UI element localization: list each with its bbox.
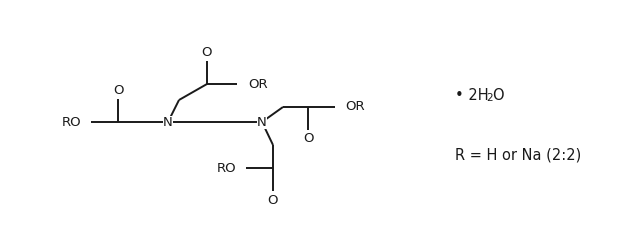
Text: O: O [492, 88, 504, 102]
Text: O: O [202, 47, 212, 60]
Text: R = H or Na (2:2): R = H or Na (2:2) [455, 148, 581, 163]
Text: RO: RO [61, 115, 81, 129]
Text: 2: 2 [486, 93, 493, 103]
Text: O: O [268, 193, 278, 206]
Text: OR: OR [345, 101, 365, 113]
Text: OR: OR [248, 78, 268, 91]
Text: N: N [257, 115, 267, 129]
Text: O: O [303, 132, 313, 145]
Text: • 2H: • 2H [455, 88, 488, 102]
Text: RO: RO [216, 162, 236, 174]
Text: O: O [113, 84, 124, 98]
Text: N: N [163, 115, 173, 129]
